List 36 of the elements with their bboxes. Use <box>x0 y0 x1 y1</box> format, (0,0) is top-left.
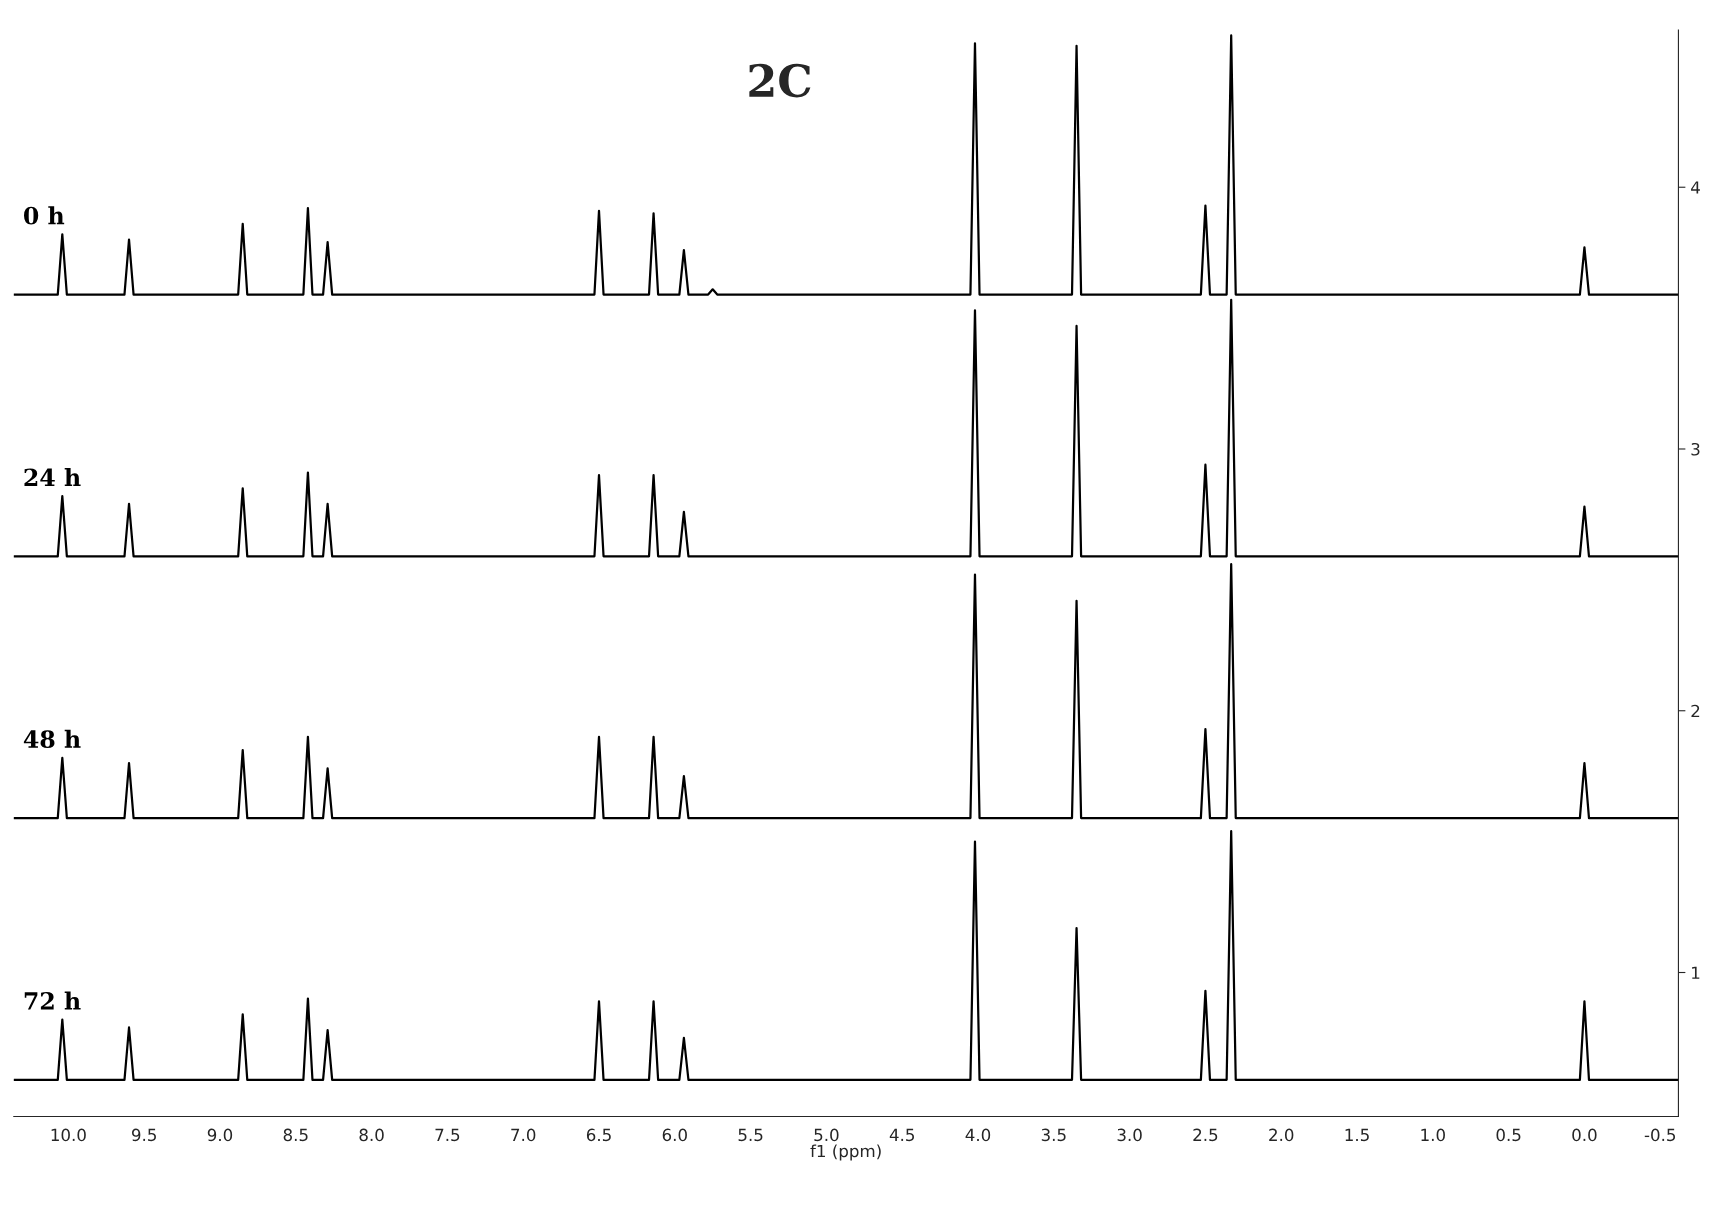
x-tick-label: 1.5 <box>1345 1128 1369 1142</box>
x-tick-label: 2.5 <box>1193 1128 1218 1142</box>
series-label: 0 h <box>24 206 65 225</box>
x-tick-label: 8.5 <box>283 1128 308 1142</box>
x-tick-label: 7.5 <box>435 1128 460 1142</box>
x-tick-label: 5.5 <box>738 1128 763 1142</box>
x-tick-label: 3.0 <box>1117 1128 1142 1142</box>
x-axis-title: f1 (ppm) <box>810 1144 881 1161</box>
line-series <box>13 34 1679 296</box>
series-label: 24 h <box>24 468 81 486</box>
x-tick-label: 5.0 <box>814 1128 839 1142</box>
text: 2C <box>749 63 811 98</box>
series-label: 72 h <box>24 991 81 1010</box>
y-tick-label: 3 <box>1691 442 1700 456</box>
x-tick-label: 1.0 <box>1421 1128 1445 1142</box>
x-tick-label: 2.0 <box>1269 1128 1294 1142</box>
x-tick-label: 3.5 <box>1041 1128 1066 1142</box>
x-tick-label: 9.5 <box>131 1128 156 1142</box>
y-tick-label: 1 <box>1692 966 1700 979</box>
line-series <box>13 830 1679 1081</box>
x-tick-label: 0.5 <box>1496 1128 1521 1142</box>
series-label: 48 h <box>23 729 81 749</box>
y-tick-label: 4 <box>1691 181 1700 194</box>
x-tick-label: 10.0 <box>51 1128 86 1142</box>
line-series <box>13 563 1679 820</box>
x-tick-label: 6.5 <box>586 1128 611 1142</box>
y-tick-label: 2 <box>1691 704 1700 718</box>
x-tick-label: 8.0 <box>359 1128 384 1142</box>
x-tick-label: 6.0 <box>662 1128 687 1142</box>
line-series <box>13 298 1679 558</box>
x-tick-label: 4.5 <box>889 1128 914 1142</box>
x-tick-label: 7.0 <box>511 1128 536 1142</box>
x-tick-label: 0.0 <box>1572 1128 1597 1142</box>
x-tick-label: -0.5 <box>1644 1128 1676 1142</box>
x-tick-label: 4.0 <box>965 1128 991 1142</box>
x-tick-label: 9.0 <box>207 1128 233 1142</box>
